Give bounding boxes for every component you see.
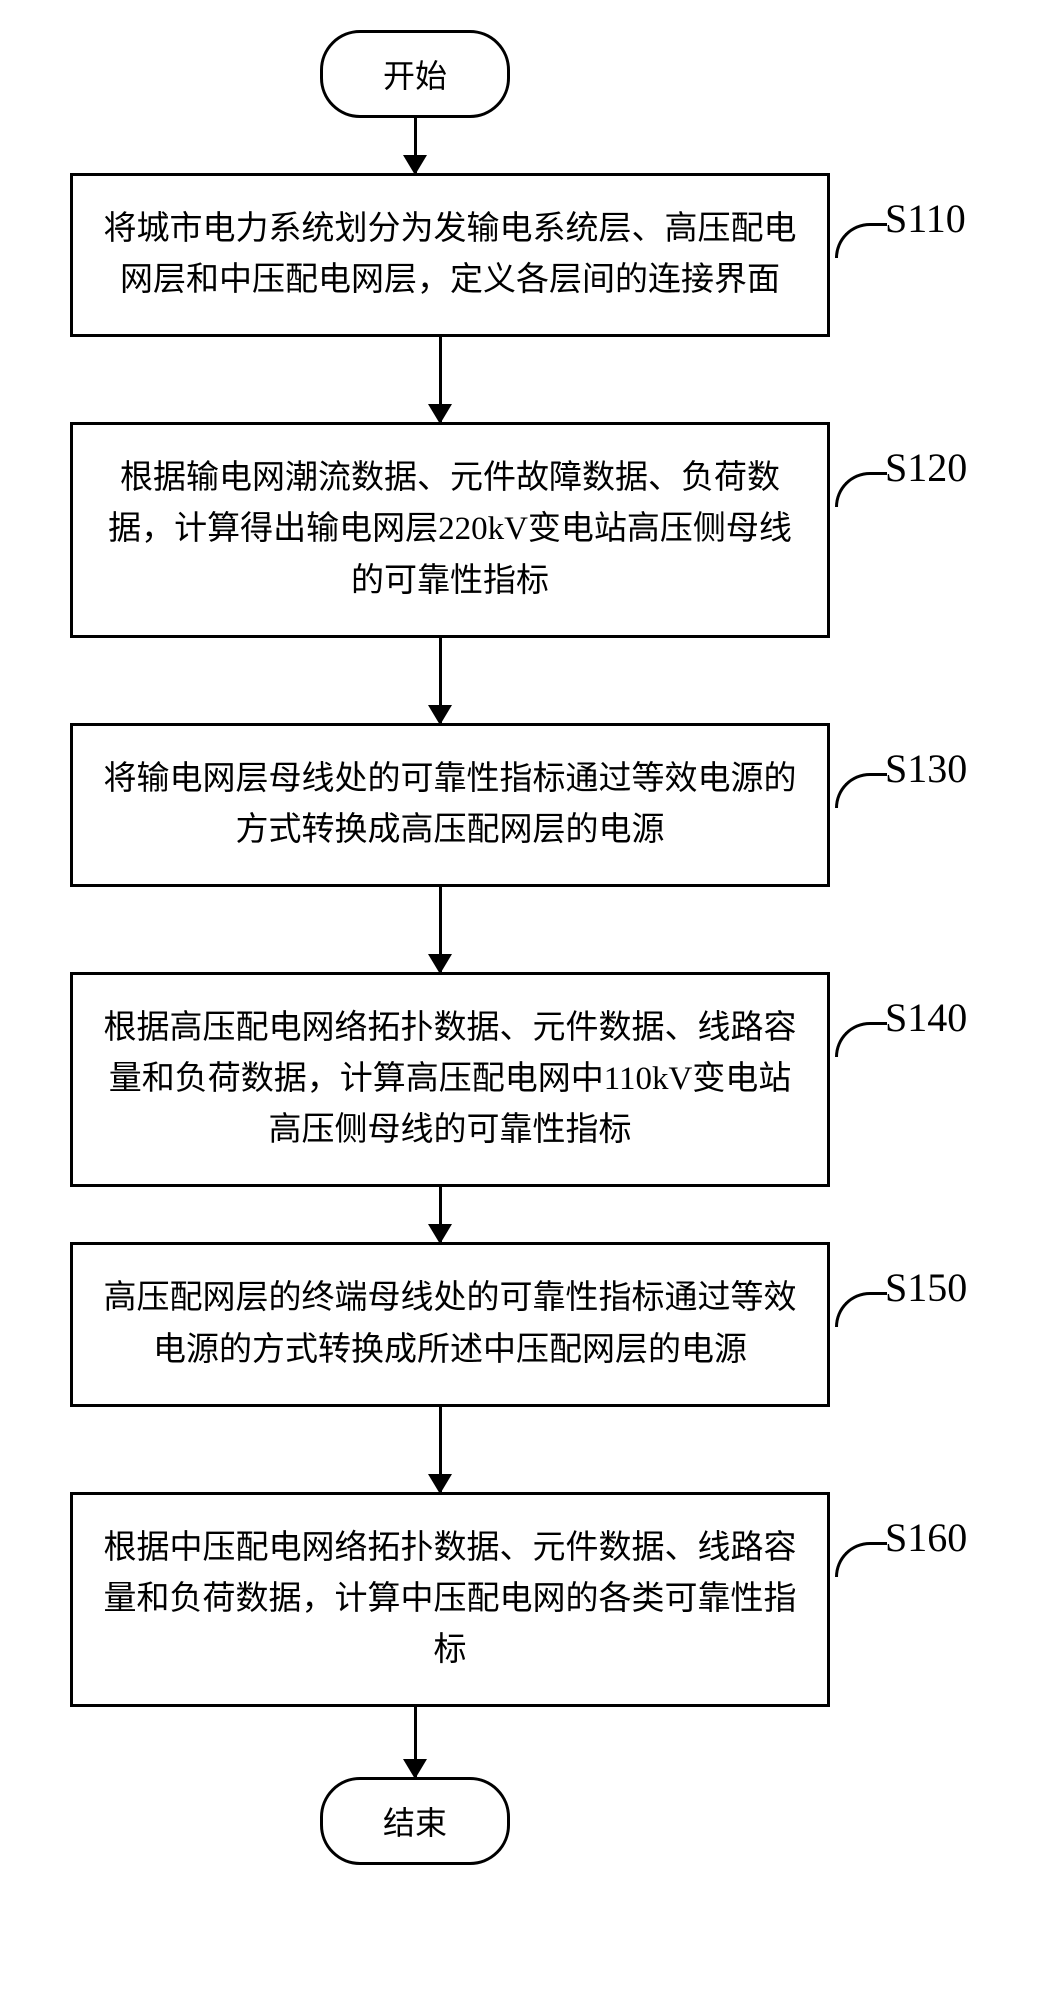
step-label-s150: S150 — [885, 1264, 967, 1311]
process-text: 根据输电网潮流数据、元件故障数据、负荷数据，计算得出输电网层220kV变电站高压… — [108, 460, 792, 598]
arrow-connector — [439, 638, 442, 723]
process-s120: 根据输电网潮流数据、元件故障数据、负荷数据，计算得出输电网层220kV变电站高压… — [70, 422, 830, 637]
end-label: 结束 — [383, 1805, 447, 1841]
step-row-s140: 根据高压配电网络拓扑数据、元件数据、线路容量和负荷数据，计算高压配电网中110k… — [0, 972, 1037, 1187]
step-label-s160: S160 — [885, 1514, 967, 1561]
start-label: 开始 — [383, 58, 447, 94]
process-text: 将城市电力系统划分为发输电系统层、高压配电网层和中压配电网层，定义各层间的连接界… — [104, 211, 797, 298]
process-text: 高压配网层的终端母线处的可靠性指标通过等效电源的方式转换成所述中压配网层的电源 — [104, 1280, 797, 1367]
step-label-s130: S130 — [885, 745, 967, 792]
step-label-s120: S120 — [885, 444, 967, 491]
step-label-s110: S110 — [885, 195, 966, 242]
connector-curve — [835, 1292, 887, 1327]
arrow-connector — [414, 1707, 417, 1777]
arrow-connector — [439, 1187, 442, 1242]
step-label-s140: S140 — [885, 994, 967, 1041]
connector-curve — [835, 1022, 887, 1057]
step-id: S150 — [885, 1265, 967, 1310]
process-s130: 将输电网层母线处的可靠性指标通过等效电源的方式转换成高压配网层的电源 — [70, 723, 830, 887]
connector-curve — [835, 472, 887, 507]
step-row-s130: 将输电网层母线处的可靠性指标通过等效电源的方式转换成高压配网层的电源 S130 — [0, 723, 1037, 887]
start-terminal: 开始 — [320, 30, 510, 118]
arrow-connector — [439, 337, 442, 422]
step-id: S160 — [885, 1515, 967, 1560]
flowchart-container: 开始 将城市电力系统划分为发输电系统层、高压配电网层和中压配电网层，定义各层间的… — [0, 30, 1037, 1865]
step-row-s160: 根据中压配电网络拓扑数据、元件数据、线路容量和负荷数据，计算中压配电网的各类可靠… — [0, 1492, 1037, 1707]
process-s150: 高压配网层的终端母线处的可靠性指标通过等效电源的方式转换成所述中压配网层的电源 — [70, 1242, 830, 1406]
process-s110: 将城市电力系统划分为发输电系统层、高压配电网层和中压配电网层，定义各层间的连接界… — [70, 173, 830, 337]
step-row-s120: 根据输电网潮流数据、元件故障数据、负荷数据，计算得出输电网层220kV变电站高压… — [0, 422, 1037, 637]
step-id: S120 — [885, 445, 967, 490]
step-row-s110: 将城市电力系统划分为发输电系统层、高压配电网层和中压配电网层，定义各层间的连接界… — [0, 173, 1037, 337]
connector-curve — [835, 773, 887, 808]
end-terminal: 结束 — [320, 1777, 510, 1865]
connector-curve — [835, 223, 887, 258]
connector-curve — [835, 1542, 887, 1577]
arrow-connector — [439, 887, 442, 972]
arrow-connector — [414, 118, 417, 173]
process-text: 根据高压配电网络拓扑数据、元件数据、线路容量和负荷数据，计算高压配电网中110k… — [104, 1010, 797, 1148]
process-s160: 根据中压配电网络拓扑数据、元件数据、线路容量和负荷数据，计算中压配电网的各类可靠… — [70, 1492, 830, 1707]
step-id: S130 — [885, 746, 967, 791]
process-s140: 根据高压配电网络拓扑数据、元件数据、线路容量和负荷数据，计算高压配电网中110k… — [70, 972, 830, 1187]
step-id: S110 — [885, 196, 966, 241]
arrow-connector — [439, 1407, 442, 1492]
process-text: 根据中压配电网络拓扑数据、元件数据、线路容量和负荷数据，计算中压配电网的各类可靠… — [104, 1530, 797, 1668]
step-id: S140 — [885, 995, 967, 1040]
process-text: 将输电网层母线处的可靠性指标通过等效电源的方式转换成高压配网层的电源 — [104, 761, 797, 848]
step-row-s150: 高压配网层的终端母线处的可靠性指标通过等效电源的方式转换成所述中压配网层的电源 … — [0, 1242, 1037, 1406]
